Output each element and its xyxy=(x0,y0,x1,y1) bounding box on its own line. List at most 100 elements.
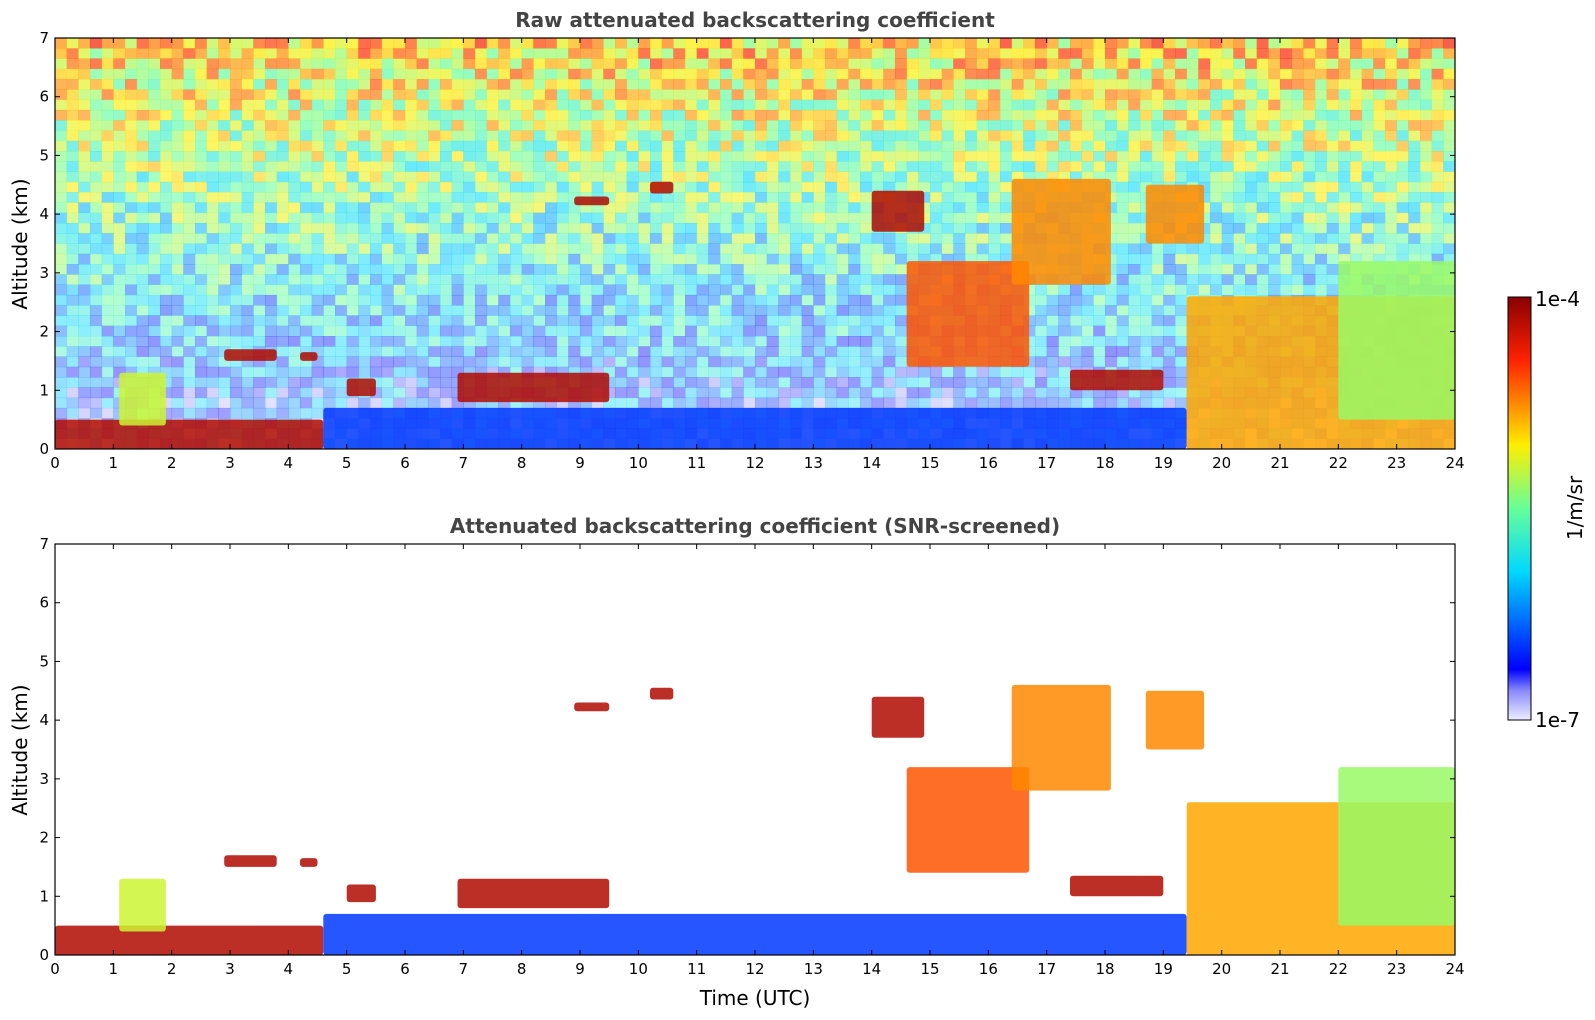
noise-cell xyxy=(778,325,791,337)
noise-cell xyxy=(545,140,558,152)
noise-cell xyxy=(1105,38,1118,49)
noise-cell xyxy=(626,325,639,337)
noise-cell xyxy=(871,140,884,152)
noise-cell xyxy=(1303,223,1316,234)
noise-cell xyxy=(568,202,581,214)
noise-cell xyxy=(206,336,219,347)
noise-cell xyxy=(708,109,721,121)
noise-cell xyxy=(965,38,978,49)
noise-cell xyxy=(1058,120,1071,131)
noise-cell xyxy=(801,130,814,142)
noise-cell xyxy=(440,68,453,80)
noise-cell xyxy=(218,407,231,419)
noise-cell xyxy=(510,305,523,316)
noise-cell xyxy=(673,161,686,172)
noise-cell xyxy=(55,58,68,70)
panel-screened: Attenuated backscattering coefficient (S… xyxy=(8,514,1465,1010)
noise-cell xyxy=(1105,243,1118,255)
noise-cell xyxy=(1245,212,1258,224)
noise-cell xyxy=(591,284,604,296)
noise-cell xyxy=(1070,48,1083,59)
noise-cell xyxy=(743,274,756,285)
noise-cell xyxy=(906,387,919,399)
noise-cell xyxy=(1385,68,1398,80)
noise-cell xyxy=(918,68,931,80)
noise-cell xyxy=(1303,181,1316,193)
noise-cell xyxy=(1443,223,1456,234)
noise-cell xyxy=(311,68,324,80)
noise-cell xyxy=(860,58,873,70)
noise-cell xyxy=(755,264,768,275)
noise-cell xyxy=(591,294,604,306)
noise-cell xyxy=(1291,243,1304,255)
noise-cell xyxy=(1105,253,1118,265)
noise-cell xyxy=(766,89,779,101)
noise-cell xyxy=(125,274,138,285)
noise-cell xyxy=(836,212,849,224)
noise-cell xyxy=(1023,130,1036,142)
noise-cell xyxy=(1140,294,1153,306)
x-tick-label: 16 xyxy=(979,454,998,472)
noise-cell xyxy=(405,130,418,142)
noise-cell xyxy=(323,171,336,183)
backscatter-layer xyxy=(1145,690,1205,750)
noise-cell xyxy=(953,387,966,399)
noise-cell xyxy=(1081,397,1094,409)
noise-cell xyxy=(1303,140,1316,152)
noise-cell xyxy=(603,223,616,234)
noise-cell xyxy=(381,356,394,368)
noise-cell xyxy=(370,366,383,378)
noise-cell xyxy=(66,109,79,121)
noise-cell xyxy=(160,192,173,203)
noise-cell xyxy=(55,356,68,368)
noise-cell xyxy=(206,130,219,142)
noise-cell xyxy=(521,89,534,101)
noise-cell xyxy=(206,151,219,162)
noise-cell xyxy=(1198,284,1211,296)
noise-cell xyxy=(556,223,569,234)
noise-cell xyxy=(183,346,196,357)
noise-cell xyxy=(1326,89,1339,101)
noise-cell xyxy=(941,68,954,80)
noise-cell xyxy=(276,294,289,306)
noise-cell xyxy=(1420,109,1433,121)
noise-cell xyxy=(766,397,779,409)
noise-cell xyxy=(603,294,616,306)
noise-cell xyxy=(521,38,534,49)
noise-cell xyxy=(1163,397,1176,409)
noise-cell xyxy=(696,120,709,131)
noise-cell xyxy=(941,161,954,172)
noise-cell xyxy=(230,325,243,337)
noise-cell xyxy=(265,325,278,337)
noise-cell xyxy=(603,233,616,244)
noise-cell xyxy=(673,377,686,388)
noise-cell xyxy=(311,151,324,162)
noise-cell xyxy=(1140,68,1153,80)
noise-cell xyxy=(976,161,989,172)
backscatter-layer xyxy=(55,419,324,449)
noise-cell xyxy=(906,68,919,80)
noise-cell xyxy=(1361,151,1374,162)
noise-cell xyxy=(148,140,161,152)
noise-cell xyxy=(708,243,721,255)
noise-cell xyxy=(486,161,499,172)
noise-cell xyxy=(148,130,161,142)
noise-cell xyxy=(521,325,534,337)
noise-cell xyxy=(615,274,628,285)
noise-cell xyxy=(988,233,1001,244)
noise-cell xyxy=(1291,171,1304,183)
noise-cell xyxy=(381,130,394,142)
noise-cell xyxy=(1326,243,1339,255)
noise-cell xyxy=(253,161,266,172)
noise-cell xyxy=(1058,89,1071,101)
noise-cell xyxy=(650,274,663,285)
noise-cell xyxy=(1338,99,1351,111)
noise-cell xyxy=(591,274,604,285)
noise-cell xyxy=(521,212,534,224)
noise-cell xyxy=(568,356,581,368)
noise-cell xyxy=(101,48,114,59)
noise-cell xyxy=(381,336,394,347)
noise-cell xyxy=(615,397,628,409)
noise-cell xyxy=(1256,140,1269,152)
noise-cell xyxy=(778,79,791,90)
